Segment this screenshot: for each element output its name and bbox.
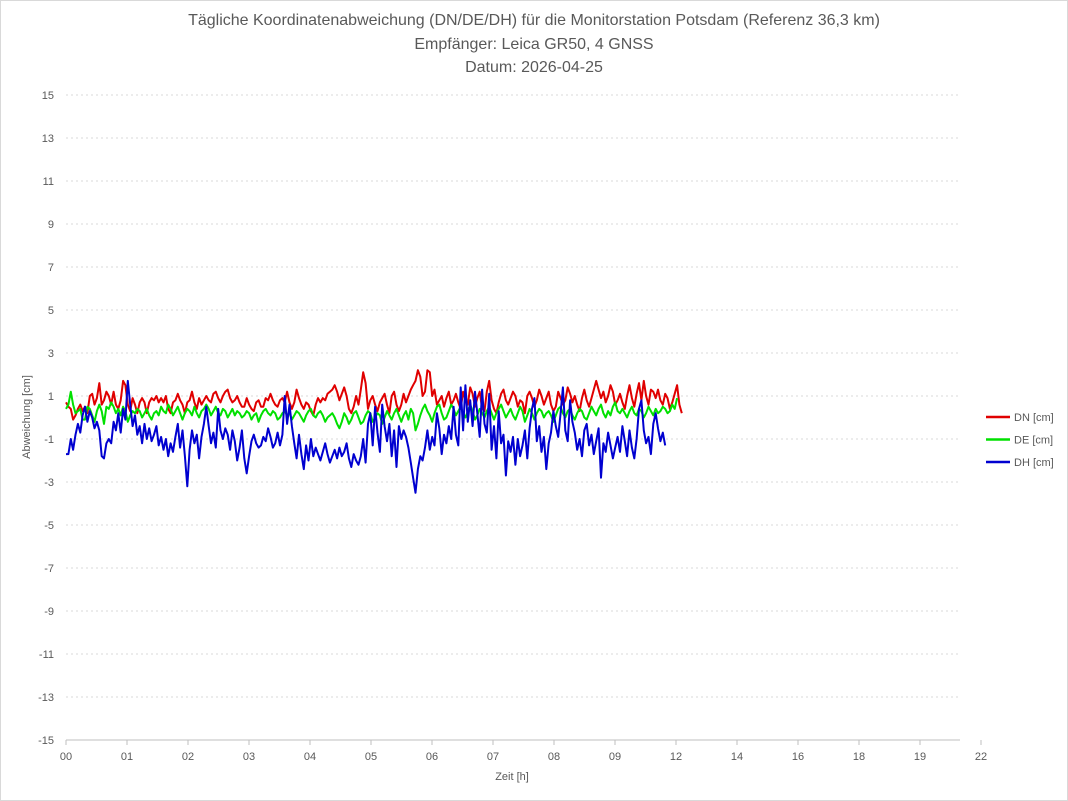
x-tick-label: 07 <box>487 751 499 763</box>
y-tick-label: 15 <box>42 90 54 102</box>
y-tick-label: 5 <box>48 305 54 317</box>
y-tick-label: -11 <box>39 649 54 661</box>
x-axis-title: Zeit [h] <box>495 771 529 783</box>
series-line-dh <box>66 379 667 494</box>
chart-subtitle-receiver: Empfänger: Leica GR50, 4 GNSS <box>414 36 654 53</box>
y-tick-label: 9 <box>48 219 54 231</box>
y-tick-label: -3 <box>44 477 54 489</box>
x-tick-label: 05 <box>365 751 377 763</box>
x-tick-label: 08 <box>548 751 560 763</box>
x-tick-label: 18 <box>853 751 865 763</box>
x-tick-label: 14 <box>731 751 743 763</box>
legend-label: DE [cm] <box>1014 435 1053 447</box>
y-tick-label: 13 <box>42 133 54 145</box>
y-tick-label: -1 <box>44 434 54 446</box>
x-tick-label: 16 <box>792 751 804 763</box>
y-tick-label: -13 <box>38 692 54 704</box>
y-tick-label: -15 <box>38 735 54 747</box>
gridlines <box>66 94 960 698</box>
legend-label: DN [cm] <box>1014 412 1054 424</box>
y-tick-label: 1 <box>48 391 54 403</box>
series-lines <box>65 369 683 494</box>
y-tick-label: 3 <box>48 348 54 360</box>
chart-subtitle-date: Datum: 2026-04-25 <box>465 59 603 76</box>
x-tick-label: 06 <box>426 751 438 763</box>
x-tick-label: 22 <box>975 751 987 763</box>
axes: 15 13 11 9 7 5 3 1 -1 -3 -5 -7 -9 -11 -13 -15 00 01 02 03 04… <box>38 90 987 763</box>
legend-label: DH [cm] <box>1014 457 1054 469</box>
legend: DN [cm] DE [cm] DH [cm] <box>986 412 1054 469</box>
x-tick-label: 09 <box>609 751 621 763</box>
x-tick-label: 01 <box>121 751 133 763</box>
y-tick-label: 11 <box>43 176 54 188</box>
x-tick-label: 19 <box>914 751 926 763</box>
x-tick-label: 04 <box>304 751 316 763</box>
chart-title: Tägliche Koordinatenabweichung (DN/DE/DH… <box>188 12 880 29</box>
x-tick-label: 03 <box>243 751 255 763</box>
x-tick-label: 00 <box>60 751 72 763</box>
y-tick-label: -5 <box>44 520 54 532</box>
y-tick-label: 7 <box>48 262 54 274</box>
y-tick-label: -9 <box>44 606 54 618</box>
y-axis-title: Abweichung [cm] <box>21 375 33 459</box>
x-tick-label: 12 <box>670 751 682 763</box>
y-tick-label: -7 <box>44 563 54 575</box>
x-tick-label: 02 <box>182 751 194 763</box>
